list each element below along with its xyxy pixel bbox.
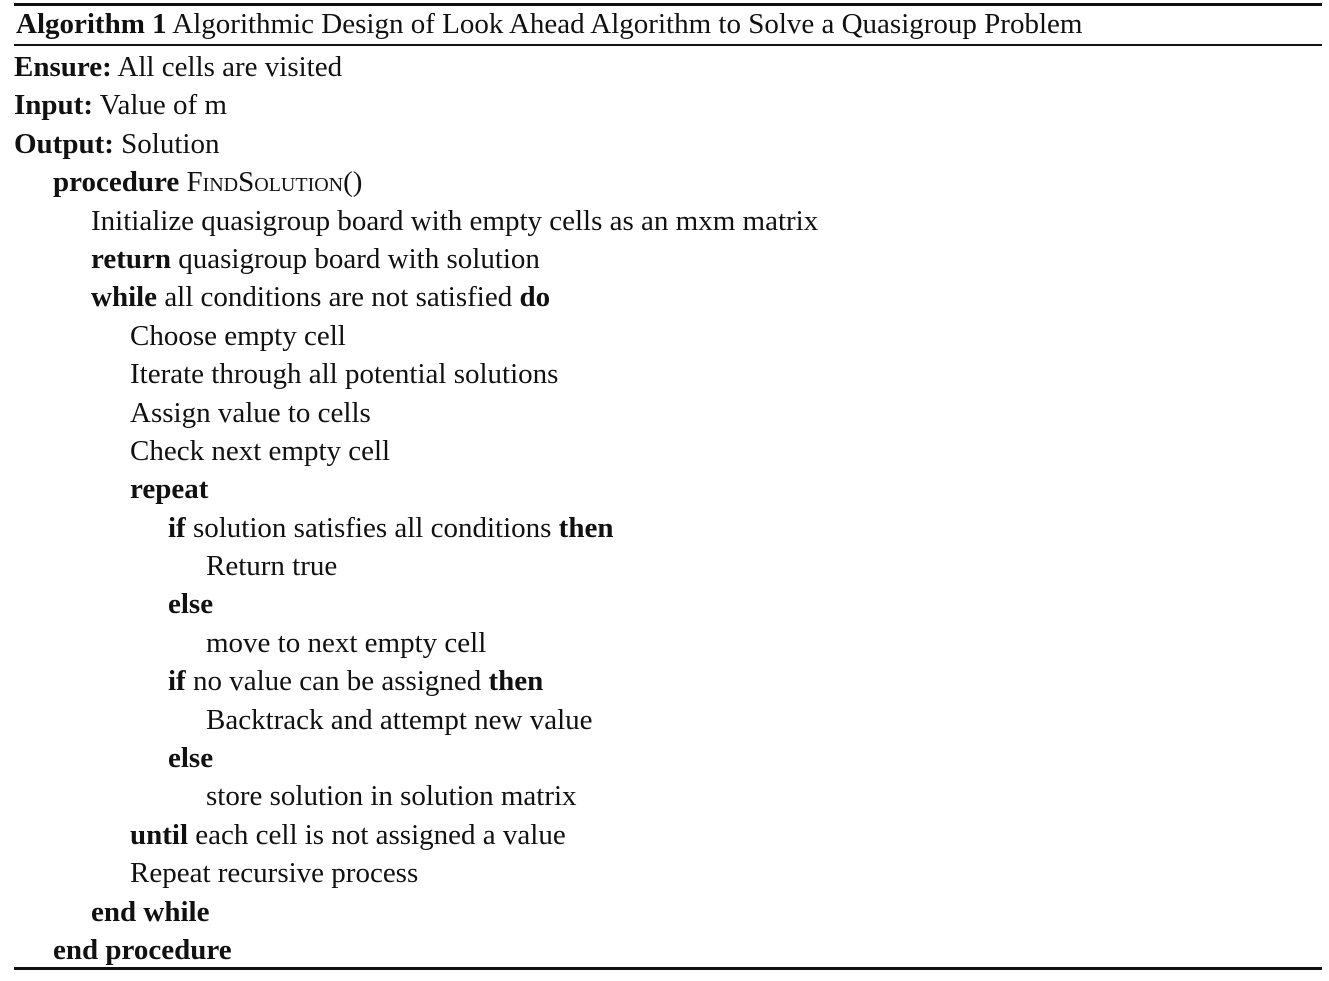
until-condition: each cell is not assigned a value (195, 819, 566, 851)
if1-line: if solution satisfies all conditions the… (14, 509, 613, 547)
while-line: while all conditions are not satisfied d… (14, 278, 550, 316)
backtrack-text: Backtrack and attempt new value (206, 704, 593, 736)
iterate-line: Iterate through all potential solutions (14, 355, 558, 393)
else-keyword: else (168, 588, 214, 620)
algorithm-label: Algorithm 1 (16, 8, 167, 40)
algorithm-caption: Algorithm 1 Algorithmic Design of Look A… (16, 5, 1082, 43)
while-condition: all conditions are not satisfied (164, 281, 513, 313)
assign-text: Assign value to cells (130, 397, 371, 429)
repeat-keyword: repeat (130, 473, 209, 505)
ensure-text: All cells are visited (117, 51, 343, 83)
assign-line: Assign value to cells (14, 394, 371, 432)
then-keyword: then (558, 512, 614, 544)
choose-line: Choose empty cell (14, 317, 346, 355)
procedure-name: FindSolution (186, 166, 344, 198)
iterate-text: Iterate through all potential solutions (130, 358, 559, 390)
repeat-line: repeat (14, 470, 208, 508)
until-keyword: until (130, 819, 189, 851)
then-keyword: then (488, 665, 544, 697)
while-keyword: while (91, 281, 158, 313)
input-line: Input: Value of m (14, 86, 227, 124)
if-condition: no value can be assigned (192, 665, 482, 697)
caption-rule (14, 44, 1322, 46)
until-line: until each cell is not assigned a value (14, 816, 566, 854)
ensure-line: Ensure: All cells are visited (14, 48, 342, 86)
output-keyword: Output: (14, 128, 114, 160)
top-rule (14, 3, 1322, 6)
end-while-keyword: end while (91, 896, 210, 928)
do-keyword: do (519, 281, 551, 313)
return-text: quasigroup board with solution (178, 243, 540, 275)
procedure-line: procedure FindSolution() (14, 163, 362, 201)
if-keyword: if (168, 512, 186, 544)
procedure-parens: () (343, 166, 363, 198)
else-keyword: else (168, 742, 214, 774)
check-line: Check next empty cell (14, 432, 390, 470)
repeat-recursive-text: Repeat recursive process (130, 857, 419, 889)
store-text: store solution in solution matrix (206, 780, 577, 812)
bottom-rule (14, 967, 1322, 970)
return-line: return quasigroup board with solution (14, 240, 540, 278)
ensure-keyword: Ensure: (14, 51, 112, 83)
move-next-line: move to next empty cell (14, 624, 486, 662)
return-keyword: return (91, 243, 172, 275)
backtrack-line: Backtrack and attempt new value (14, 701, 593, 739)
if-condition: solution satisfies all conditions (192, 512, 552, 544)
else1-line: else (14, 585, 213, 623)
input-text: Value of m (99, 89, 227, 121)
output-line: Output: Solution (14, 125, 219, 163)
return-true-text: Return true (206, 550, 338, 582)
end-procedure-keyword: end procedure (53, 934, 232, 966)
move-next-text: move to next empty cell (206, 627, 487, 659)
return-true-line: Return true (14, 547, 337, 585)
choose-text: Choose empty cell (130, 320, 346, 352)
end-while-line: end while (14, 893, 209, 931)
input-keyword: Input: (14, 89, 93, 121)
check-text: Check next empty cell (130, 435, 391, 467)
init-line: Initialize quasigroup board with empty c… (14, 202, 818, 240)
else2-line: else (14, 739, 213, 777)
store-line: store solution in solution matrix (14, 777, 577, 815)
if-keyword: if (168, 665, 186, 697)
init-text: Initialize quasigroup board with empty c… (91, 205, 819, 237)
algorithm-title: Algorithmic Design of Look Ahead Algorit… (172, 8, 1083, 40)
end-procedure-line: end procedure (14, 931, 232, 969)
procedure-keyword: procedure (53, 166, 180, 198)
repeat-recursive-line: Repeat recursive process (14, 854, 418, 892)
output-text: Solution (121, 128, 220, 160)
if2-line: if no value can be assigned then (14, 662, 543, 700)
